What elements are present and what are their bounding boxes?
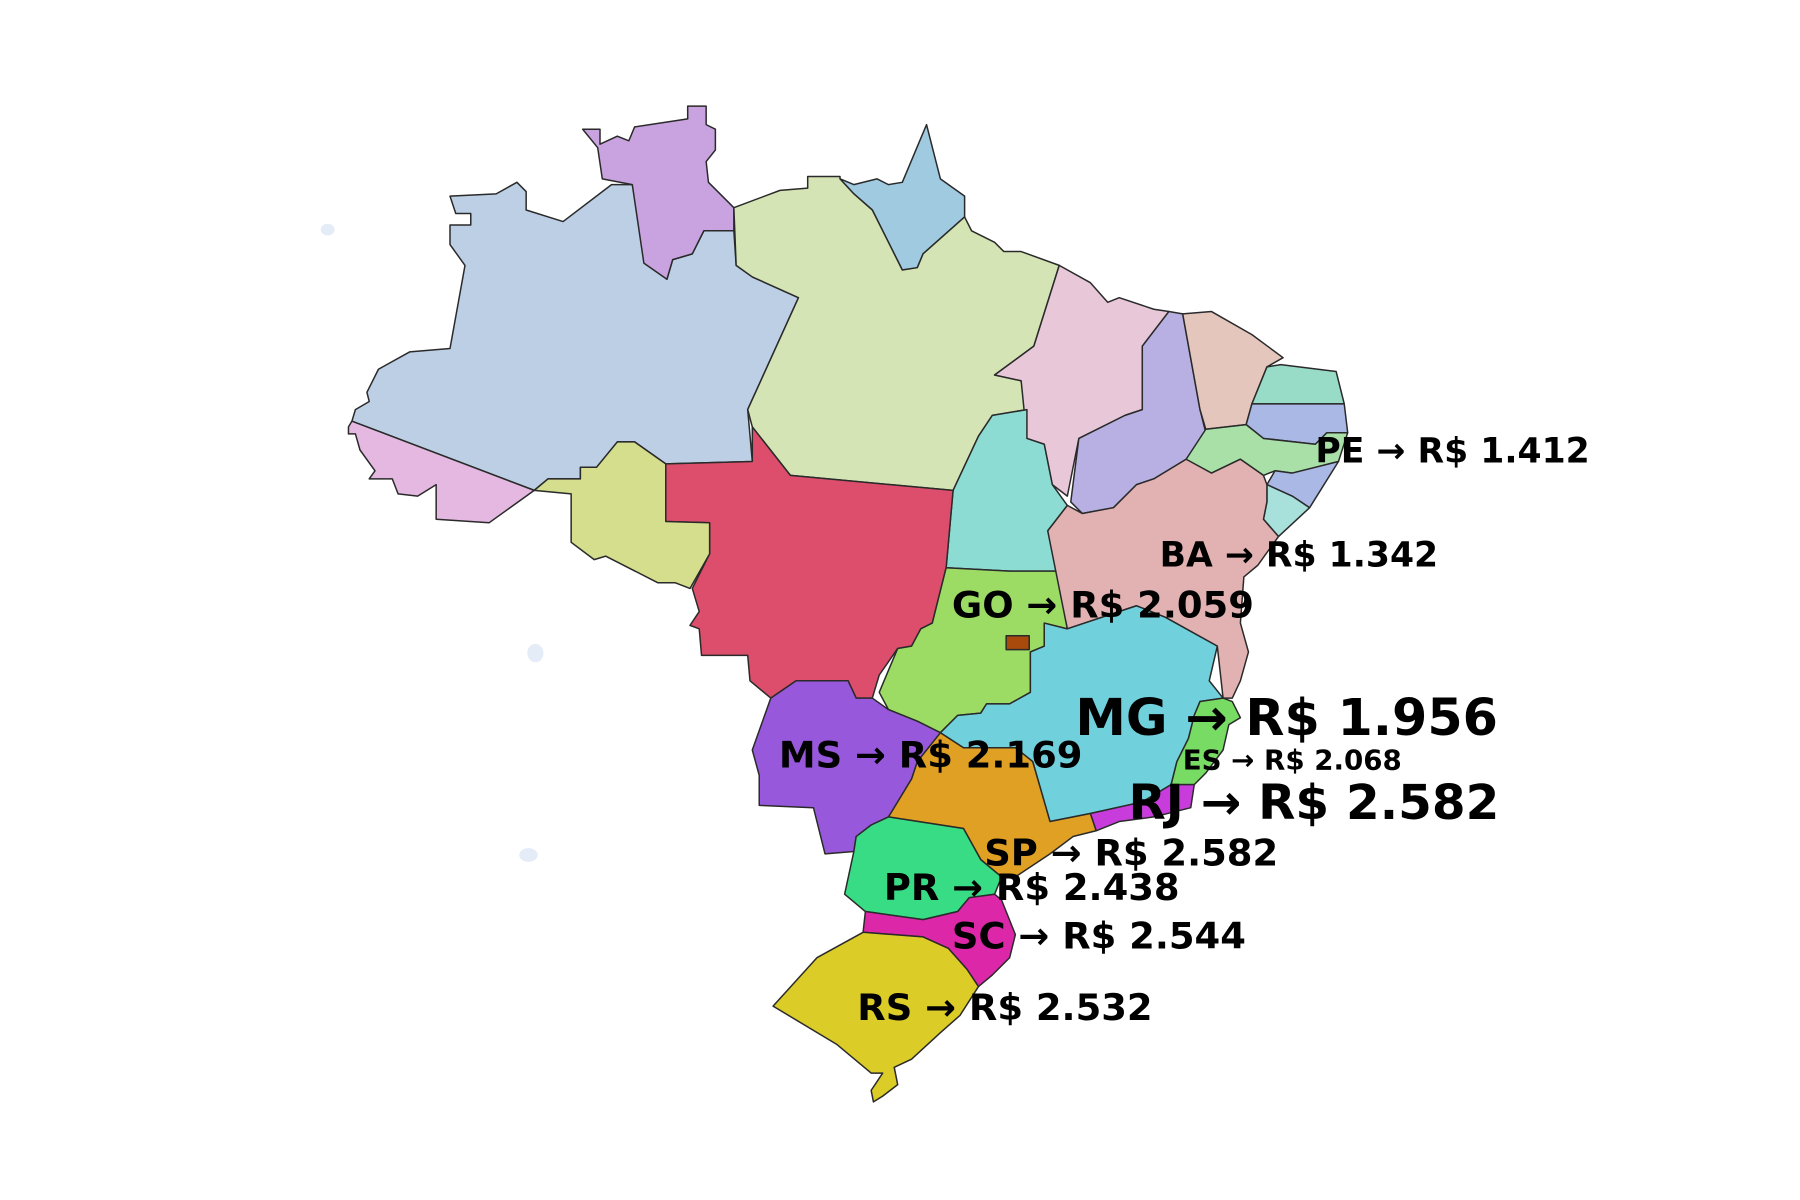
label-ms: MS → R$ 2.169: [779, 733, 1083, 776]
island: [320, 223, 335, 236]
label-rs: RS → R$ 2.532: [857, 986, 1152, 1029]
island: [519, 848, 538, 862]
state-ro: [533, 441, 711, 590]
state-ac: [347, 420, 535, 524]
state-rs: [772, 931, 980, 1103]
label-mg: MG → R$ 1.956: [1075, 688, 1498, 747]
state-es: [1170, 697, 1242, 786]
label-sc: SC → R$ 2.544: [952, 914, 1246, 957]
label-pe: PE → R$ 1.412: [1315, 432, 1589, 472]
state-rn: [1251, 363, 1345, 405]
state-rr: [581, 105, 735, 280]
label-go: GO → R$ 2.059: [952, 583, 1254, 626]
state-df: [1005, 635, 1030, 651]
state-ba: [1046, 458, 1280, 699]
state-rj: [1089, 783, 1195, 832]
label-sp: SP → R$ 2.582: [984, 831, 1278, 874]
label-ba: BA → R$ 1.342: [1160, 536, 1439, 576]
island: [527, 643, 544, 663]
label-pr: PR → R$ 2.438: [884, 866, 1180, 909]
label-es: ES → R$ 2.068: [1183, 744, 1402, 777]
label-rj: RJ → R$ 2.582: [1128, 775, 1499, 831]
state-ms: [751, 680, 942, 855]
